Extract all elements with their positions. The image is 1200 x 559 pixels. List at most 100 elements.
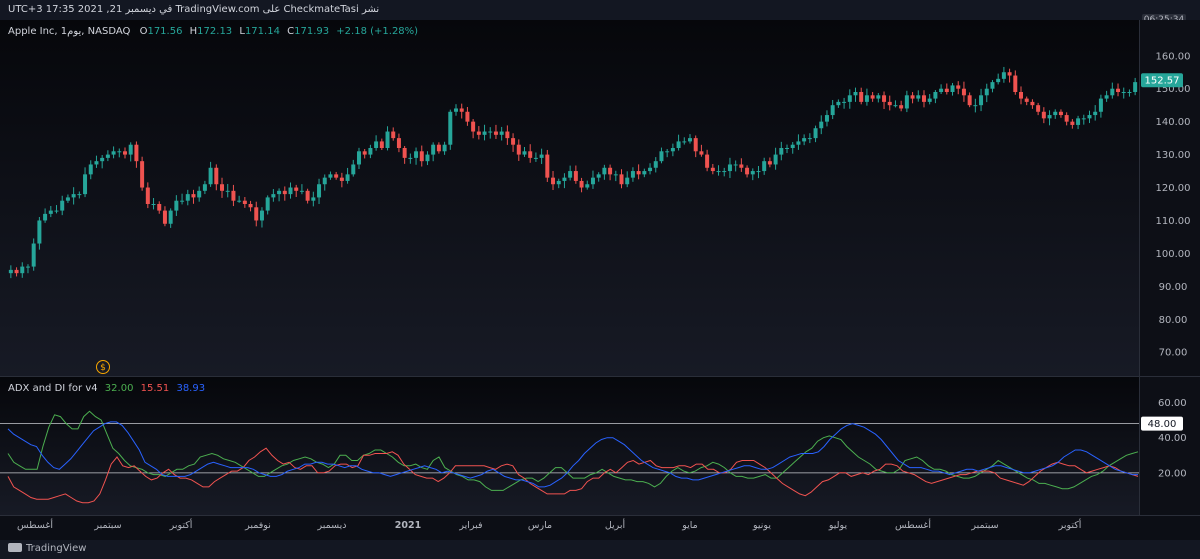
candle-body	[419, 151, 424, 162]
price-tick-label: 100.00	[1156, 249, 1191, 260]
candle-body	[482, 131, 487, 135]
price-chart-svg[interactable]: 160.00 150.00 140.00 130.00 120.00 110.00 100.…	[0, 0, 1200, 540]
candle-body	[602, 167, 607, 175]
candle-body	[100, 157, 105, 162]
price-tick-label: 150.00	[1156, 84, 1191, 95]
time-tick-label: أغسطس	[17, 518, 53, 531]
low-value: 171.14	[244, 26, 280, 37]
time-tick-label: سبتمبر	[970, 520, 998, 531]
candle-body	[642, 171, 647, 175]
candle-body	[391, 131, 396, 139]
candle-body	[1024, 98, 1029, 102]
candle-body	[944, 88, 949, 92]
candle-body	[43, 213, 48, 221]
last-price-label: 152.57	[1145, 76, 1180, 87]
time-tick-label: يوليو	[828, 520, 848, 531]
candle-body	[128, 144, 133, 155]
close-label: C	[287, 26, 295, 37]
candle-body	[625, 177, 630, 185]
candle-body	[767, 161, 772, 165]
time-tick-label: سبتمبر	[93, 520, 121, 531]
candle-body	[402, 148, 407, 158]
candle-body	[197, 190, 202, 198]
candle-body	[117, 151, 122, 153]
candle-body	[157, 204, 162, 211]
candle-body	[77, 194, 82, 196]
candle-body	[693, 138, 698, 152]
symbol-label[interactable]: Apple Inc, 1يوم, NASDAQ	[8, 26, 131, 37]
candle-body	[648, 167, 653, 172]
candle-body	[20, 266, 25, 274]
candle-body	[488, 131, 493, 133]
candle-body	[670, 148, 675, 152]
candle-body	[842, 101, 847, 103]
candle-body	[356, 151, 361, 165]
candle-body	[608, 167, 613, 175]
candle-body	[1001, 72, 1006, 79]
candle-body	[899, 105, 904, 109]
low-label: L	[239, 26, 245, 37]
candle-body	[493, 131, 498, 135]
candle-body	[773, 154, 778, 165]
candle-body	[1064, 115, 1069, 122]
di-plus-value: 38.93	[176, 383, 206, 394]
candle-body	[54, 210, 59, 212]
candle-body	[1121, 92, 1126, 93]
candle-body	[8, 269, 13, 274]
candle-body	[1127, 92, 1132, 93]
candle-body	[727, 164, 732, 172]
candle-body	[37, 220, 42, 244]
price-axis-bg	[1139, 20, 1200, 515]
candle-body	[573, 171, 578, 181]
candle-body	[111, 151, 116, 155]
candle-body	[511, 138, 516, 145]
candle-body	[242, 200, 247, 204]
candle-body	[294, 187, 299, 191]
candle-body	[762, 161, 767, 172]
candle-body	[448, 111, 453, 145]
candle-body	[990, 82, 995, 89]
candle-body	[322, 177, 327, 185]
candle-body	[802, 138, 807, 142]
candle-body	[522, 151, 527, 155]
candle-body	[579, 180, 584, 188]
tradingview-logo: TradingView	[8, 543, 86, 554]
candle-body	[790, 144, 795, 148]
candle-body	[939, 88, 944, 92]
candle-body	[254, 207, 259, 221]
candle-body	[1116, 88, 1121, 92]
candle-body	[1053, 111, 1058, 116]
candle-body	[48, 210, 53, 214]
price-tick-label: 80.00	[1159, 315, 1188, 326]
candle-body	[613, 174, 618, 176]
candle-body	[528, 151, 533, 158]
candle-body	[374, 141, 379, 148]
candle-body	[967, 95, 972, 106]
candle-body	[551, 177, 556, 185]
candle-body	[1087, 115, 1092, 119]
candle-body	[362, 151, 367, 155]
candle-body	[956, 85, 961, 89]
candle-body	[864, 95, 869, 102]
candle-body	[88, 164, 93, 175]
candle-body	[1098, 98, 1103, 112]
open-value: 171.56	[147, 26, 183, 37]
indicator-name[interactable]: ADX and DI for v4	[8, 383, 98, 394]
indicator-pane-bg	[0, 377, 1139, 515]
candle-body	[876, 95, 881, 99]
candle-body	[836, 101, 841, 106]
candle-body	[71, 194, 76, 198]
candle-body	[921, 95, 926, 102]
candle-body	[996, 78, 1001, 83]
dividend-icon[interactable]: $	[96, 360, 110, 374]
candle-body	[853, 92, 858, 96]
candle-body	[950, 85, 955, 92]
candle-body	[259, 210, 264, 221]
candle-body	[25, 266, 30, 268]
candle-body	[299, 190, 304, 192]
candle-body	[516, 144, 521, 155]
price-tick-label: 110.00	[1156, 216, 1191, 227]
candle-body	[180, 200, 185, 202]
time-tick-label: مارس	[528, 520, 552, 531]
candle-body	[459, 108, 464, 112]
